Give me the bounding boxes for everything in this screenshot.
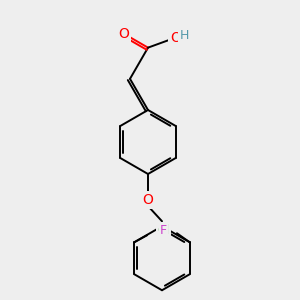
- Text: O: O: [118, 27, 129, 40]
- Text: O: O: [170, 31, 181, 45]
- Text: F: F: [160, 224, 167, 237]
- Text: H: H: [180, 28, 189, 42]
- Text: Cl: Cl: [157, 224, 169, 237]
- Text: O: O: [142, 193, 153, 207]
